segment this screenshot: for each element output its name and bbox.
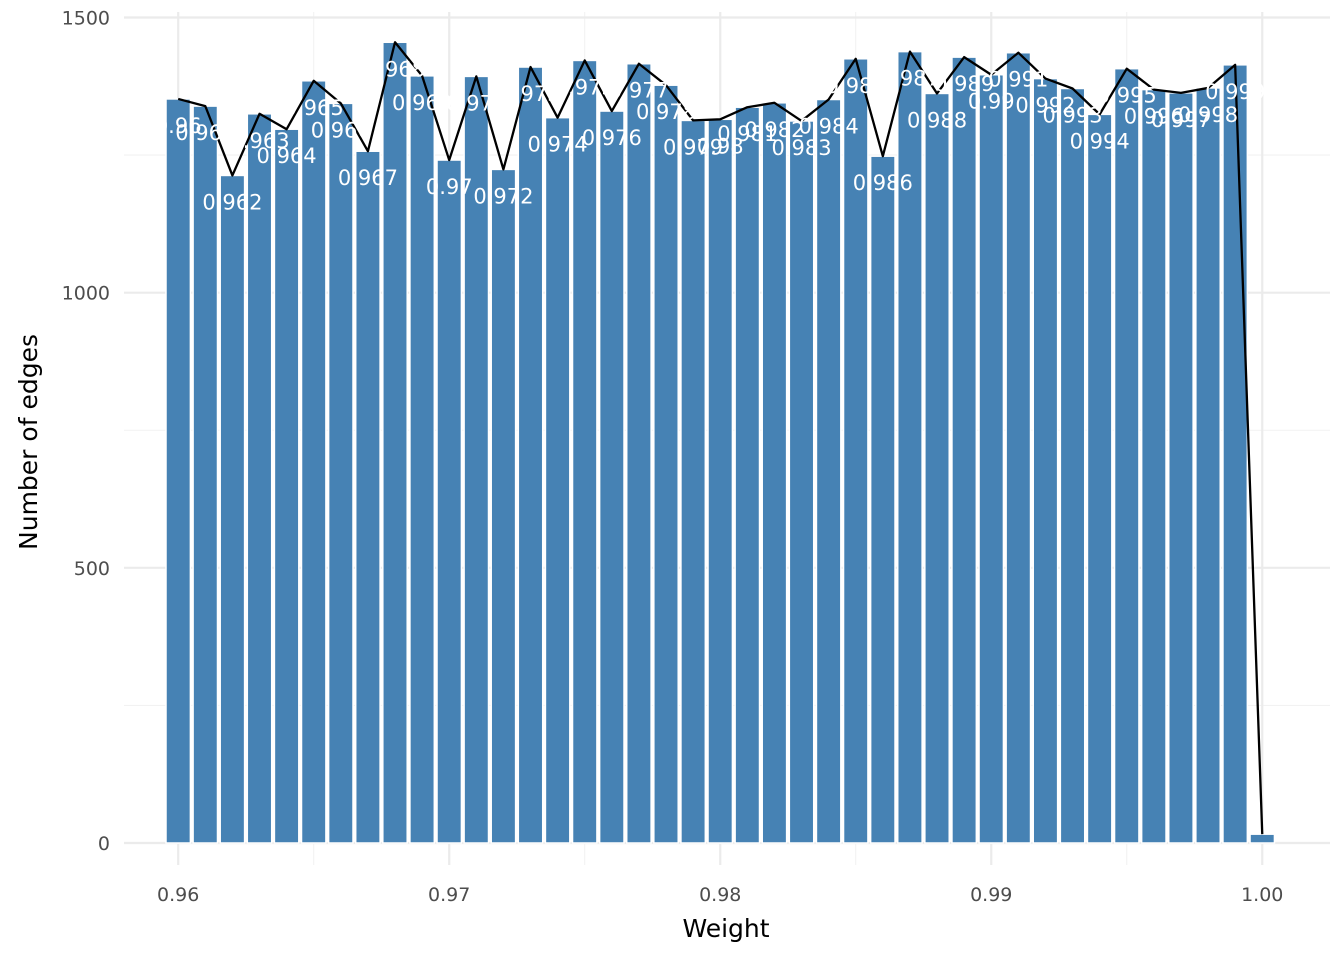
bar — [978, 73, 1005, 844]
bar — [165, 98, 192, 844]
x-tick-label: 0.96 — [157, 884, 199, 906]
bar — [1086, 113, 1113, 844]
bar-label: 0.974 — [528, 133, 588, 157]
bar — [815, 98, 842, 844]
x-tick-label: 0.98 — [699, 884, 741, 906]
bar-label: 0.989 — [934, 72, 994, 96]
bar-label: 0.976 — [582, 126, 642, 150]
bar-label: 0.963 — [229, 129, 289, 153]
bar-label: 0.998 — [1178, 103, 1238, 127]
bar-label: 0.984 — [799, 115, 859, 139]
bar — [1140, 88, 1167, 844]
bar-label: 0.985 — [826, 74, 886, 98]
bar — [625, 62, 652, 844]
bar — [436, 159, 463, 844]
bar — [1032, 77, 1059, 844]
bar-label: 0.965 — [284, 96, 344, 120]
bar — [517, 66, 544, 844]
bar — [300, 80, 327, 844]
bar-label: 0.966 — [311, 118, 371, 142]
bar — [598, 110, 625, 844]
bar — [327, 102, 354, 844]
bar-label: 0.987 — [880, 67, 940, 91]
bar-label: 0.962 — [202, 190, 262, 214]
y-tick-label: 0 — [98, 833, 110, 855]
bar-label: 0.986 — [853, 171, 913, 195]
bar-label: 0.967 — [338, 166, 398, 190]
bar — [192, 105, 219, 844]
bar — [924, 92, 950, 844]
bar — [382, 41, 408, 844]
bar — [842, 58, 869, 844]
bar — [951, 56, 978, 844]
bar-label: 0.994 — [1070, 129, 1130, 153]
x-axis-title: Weight — [682, 914, 769, 943]
bar-label: 0.988 — [907, 108, 967, 132]
y-axis-title: Number of edges — [14, 334, 43, 550]
bar — [707, 118, 734, 844]
bar-label: 0.968 — [365, 57, 425, 81]
bar — [571, 59, 598, 844]
bar-label: 0.961 — [175, 121, 235, 145]
bar-label: 0.971 — [446, 91, 506, 115]
bar — [734, 106, 761, 844]
bar-label: 0.996 — [1124, 105, 1184, 129]
bar-label: 0.973 — [500, 82, 560, 106]
y-tick-label: 500 — [74, 558, 110, 580]
bar — [544, 116, 571, 844]
bar-label: 0.978 — [636, 100, 696, 124]
bar-label: 0.977 — [609, 79, 669, 103]
y-axis-ticks: 0 500 1000 1500 — [62, 8, 110, 855]
bar — [1113, 67, 1140, 844]
x-tick-label: 1.00 — [1241, 884, 1283, 906]
frequency-line — [177, 41, 1264, 835]
bar-label: 0.999 — [1205, 80, 1265, 104]
bar-label: 0.99 — [968, 90, 1015, 114]
bar-label: 0.969 — [392, 91, 452, 115]
x-tick-label: 0.99 — [970, 884, 1012, 906]
bar — [869, 155, 896, 844]
bar-label: 0.96 — [155, 114, 202, 138]
bar — [761, 102, 788, 844]
bar — [246, 113, 273, 844]
bar — [1005, 51, 1032, 844]
bar-label: 0.995 — [1097, 84, 1157, 108]
bar-label: 0.991 — [988, 68, 1048, 92]
bar — [1167, 92, 1194, 844]
bar — [1059, 87, 1086, 844]
bar — [788, 120, 815, 844]
bar-label: 0.983 — [771, 136, 831, 160]
bar-label: 0.972 — [473, 184, 533, 208]
bar-label: 0.982 — [744, 118, 804, 142]
bar — [1249, 833, 1276, 844]
bar — [896, 50, 923, 844]
bars — [165, 41, 1276, 844]
bar-label: 0.98 — [697, 134, 744, 158]
bar-label: 0.992 — [1015, 94, 1075, 118]
bar-label: 0.979 — [663, 135, 723, 159]
bar — [653, 84, 679, 844]
bar-label: 0.975 — [555, 75, 615, 99]
bar — [490, 168, 517, 844]
bar-label: 0.997 — [1151, 108, 1211, 132]
y-tick-label: 1500 — [62, 8, 110, 30]
bar-label: 0.993 — [1042, 103, 1102, 127]
bar — [219, 174, 246, 844]
bar — [354, 150, 381, 844]
bar — [1195, 87, 1221, 844]
bar — [680, 119, 707, 844]
x-tick-label: 0.97 — [428, 884, 470, 906]
bar — [463, 75, 490, 844]
y-tick-label: 1000 — [62, 283, 110, 305]
bar — [1222, 64, 1249, 844]
bar-label: 0.964 — [257, 144, 317, 168]
bar — [273, 128, 300, 844]
bar-label: 0.97 — [426, 175, 473, 199]
x-axis-ticks: 0.96 0.97 0.98 0.99 1.00 — [157, 884, 1283, 906]
bar-label: 0.981 — [717, 122, 777, 146]
